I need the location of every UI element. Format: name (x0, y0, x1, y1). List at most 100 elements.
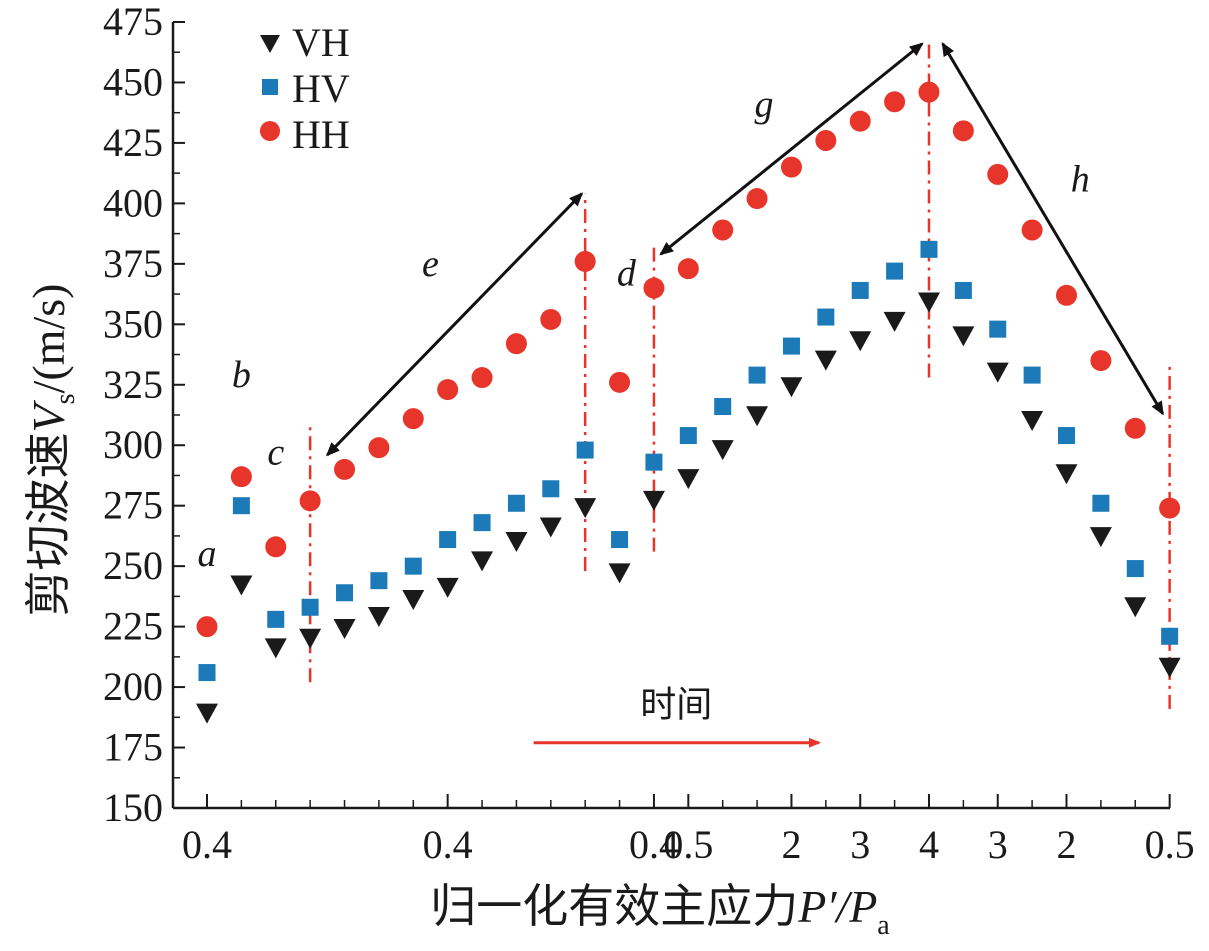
hh-point (987, 163, 1009, 185)
hv-point (301, 598, 319, 616)
vh-point (952, 326, 975, 347)
legend-hv-marker (262, 79, 278, 95)
arrow-e (325, 192, 584, 457)
vh-point (505, 531, 528, 552)
vh-point (1158, 657, 1181, 678)
x-tick-label: 0.4 (423, 822, 473, 867)
x-tick-label: 4 (919, 822, 939, 867)
vh-point (642, 490, 665, 511)
y-tick-label: 250 (103, 543, 163, 588)
legend-hh-marker (260, 121, 280, 141)
x-tick-label: 0.4 (182, 822, 232, 867)
vh-point (264, 638, 287, 659)
hh-point (1021, 219, 1043, 241)
hh-point (1056, 284, 1077, 306)
hv-point (336, 584, 354, 602)
vh-point (436, 577, 459, 598)
label-d: d (617, 253, 637, 295)
hv-point (954, 281, 972, 299)
vh-point (883, 311, 906, 332)
label-h: h (1071, 158, 1090, 200)
x-tick-label: 2 (1057, 822, 1077, 867)
x-tick-label: 0.5 (1145, 822, 1195, 867)
y-tick-label: 425 (103, 120, 163, 165)
x-tick-label: 2 (781, 822, 801, 867)
y-tick-label: 275 (103, 483, 163, 528)
arrow-g (659, 42, 924, 256)
y-tick-label: 175 (103, 725, 163, 770)
vh-point (230, 575, 253, 596)
hh-point (884, 91, 906, 113)
marks-layer (196, 81, 1181, 724)
y-tick-label: 375 (103, 241, 163, 286)
time-label: 时间 (640, 685, 712, 726)
hv-point (507, 494, 525, 512)
annotation-layer: a bc d e g h 时间 (198, 42, 1165, 748)
vh-point (196, 703, 218, 724)
x-axis-title-var: P′/P (797, 881, 877, 932)
y-tick-label: 200 (103, 664, 163, 709)
hv-point (679, 427, 697, 445)
hh-point (505, 333, 527, 355)
hv-point (1092, 494, 1110, 512)
hv-point (782, 337, 800, 355)
hv-point (989, 320, 1007, 338)
hh-point (918, 81, 940, 103)
hv-point (1126, 560, 1144, 578)
hh-point (815, 130, 837, 152)
hv-point (920, 240, 938, 258)
y-tick-label: 450 (103, 59, 163, 104)
hv-point (473, 514, 491, 532)
y-tick-label: 300 (103, 422, 163, 467)
legend-hh-label: HH (292, 112, 350, 157)
hv-point (198, 664, 216, 682)
hh-point (574, 250, 596, 272)
y-axis-title: 剪切波速Vs/(m/s) (21, 284, 81, 617)
vh-point (917, 292, 940, 313)
hh-point (849, 110, 871, 132)
hh-point (230, 466, 252, 488)
vh-point (986, 362, 1009, 383)
label-e: e (422, 243, 439, 285)
guide-layer (308, 43, 1171, 709)
hv-point (611, 531, 629, 549)
hh-point (437, 379, 459, 401)
vh-point (1055, 464, 1078, 485)
hh-point (334, 458, 356, 480)
y-axis-title-main: 剪切波速 (21, 432, 75, 616)
hh-point (677, 258, 699, 280)
hv-point (1161, 627, 1179, 645)
vh-point (814, 350, 837, 371)
vh-point (471, 551, 494, 572)
label-a: a (198, 533, 217, 575)
hh-point (952, 120, 974, 142)
hv-point (714, 398, 732, 416)
y-tick-label: 150 (103, 785, 163, 830)
vh-point (677, 469, 700, 490)
axes-layer: 150 175 200 225 250 275 300 325 350 375 400 425 450 4… (103, 0, 1195, 867)
vh-point (367, 606, 390, 627)
vh-point (299, 628, 322, 649)
hv-point (370, 572, 388, 590)
legend-vh-label: VH (292, 20, 350, 65)
hh-point (1159, 497, 1181, 519)
x-axis-title: 归一化有效主应力P′/Pa (430, 879, 890, 941)
y-tick-label: 400 (103, 180, 163, 225)
hh-point (1124, 417, 1146, 439)
hh-point (1090, 350, 1112, 372)
legend: VH HV HH (260, 20, 350, 157)
y-axis-title-sub: s (50, 393, 81, 404)
vh-point (1124, 597, 1147, 618)
hh-point (643, 277, 665, 299)
vh-point (539, 517, 562, 538)
hh-point (402, 408, 424, 430)
hh-point (265, 536, 287, 558)
hv-point (645, 453, 663, 471)
hh-point (540, 308, 562, 330)
hh-point (746, 188, 768, 210)
hh-point (471, 367, 493, 389)
label-b: b (232, 354, 251, 396)
hh-point (196, 616, 218, 638)
hv-point (576, 441, 594, 459)
